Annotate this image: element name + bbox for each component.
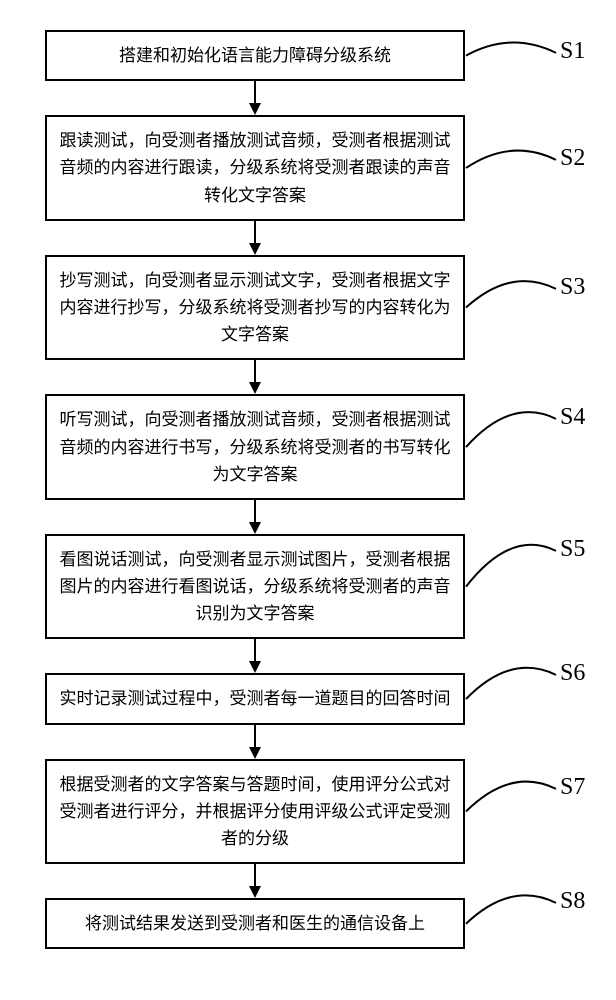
step-box-s1: 搭建和初始化语言能力障碍分级系统	[45, 30, 465, 81]
step-text: 搭建和初始化语言能力障碍分级系统	[119, 46, 391, 65]
arrow-s5-s6	[45, 639, 465, 673]
step-label-s1: S1	[560, 38, 585, 65]
step-text: 抄写测试，向受测者显示测试文字，受测者根据文字内容进行抄写，分级系统将受测者抄写…	[60, 271, 451, 344]
flowchart-container: 搭建和初始化语言能力障碍分级系统 跟读测试，向受测者播放测试音频，受测者根据测试…	[45, 30, 465, 949]
step-label-s7: S7	[560, 774, 585, 801]
arrow-s6-s7	[45, 725, 465, 759]
arrow-s4-s5	[45, 500, 465, 534]
step-box-s5: 看图说话测试，向受测者显示测试图片，受测者根据图片的内容进行看图说话，分级系统将…	[45, 534, 465, 640]
step-text: 看图说话测试，向受测者显示测试图片，受测者根据图片的内容进行看图说话，分级系统将…	[60, 550, 451, 623]
step-text: 将测试结果发送到受测者和医生的通信设备上	[85, 914, 425, 933]
step-label-s3: S3	[560, 274, 585, 301]
step-box-s3: 抄写测试，向受测者显示测试文字，受测者根据文字内容进行抄写，分级系统将受测者抄写…	[45, 255, 465, 361]
step-text: 实时记录测试过程中，受测者每一道题目的回答时间	[60, 689, 451, 708]
step-text: 听写测试，向受测者播放测试音频，受测者根据测试音频的内容进行书写，分级系统将受测…	[60, 410, 451, 483]
step-text: 跟读测试，向受测者播放测试音频，受测者根据测试音频的内容进行跟读，分级系统将受测…	[60, 131, 451, 204]
arrow-s7-s8	[45, 864, 465, 898]
step-box-s6: 实时记录测试过程中，受测者每一道题目的回答时间	[45, 673, 465, 724]
step-label-s8: S8	[560, 888, 585, 915]
arrow-s1-s2	[45, 81, 465, 115]
step-box-s8: 将测试结果发送到受测者和医生的通信设备上	[45, 898, 465, 949]
arrow-s2-s3	[45, 221, 465, 255]
arrow-s3-s4	[45, 360, 465, 394]
step-label-s2: S2	[560, 145, 585, 172]
step-label-s4: S4	[560, 404, 585, 431]
step-label-s6: S6	[560, 660, 585, 687]
step-box-s4: 听写测试，向受测者播放测试音频，受测者根据测试音频的内容进行书写，分级系统将受测…	[45, 394, 465, 500]
step-box-s7: 根据受测者的文字答案与答题时间，使用评分公式对受测者进行评分，并根据评分使用评级…	[45, 759, 465, 865]
step-label-s5: S5	[560, 536, 585, 563]
step-text: 根据受测者的文字答案与答题时间，使用评分公式对受测者进行评分，并根据评分使用评级…	[60, 775, 451, 848]
step-box-s2: 跟读测试，向受测者播放测试音频，受测者根据测试音频的内容进行跟读，分级系统将受测…	[45, 115, 465, 221]
